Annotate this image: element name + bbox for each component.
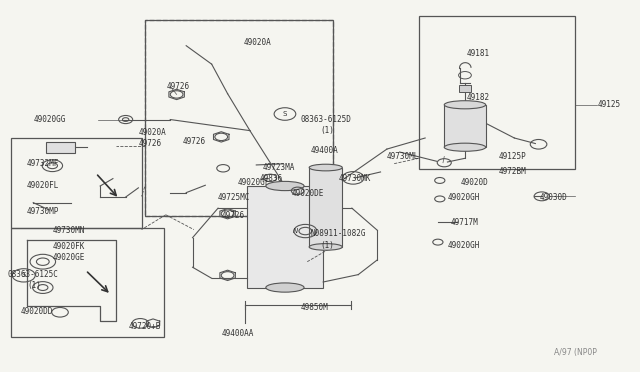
Text: 49020A: 49020A xyxy=(244,38,271,46)
Text: 49020A: 49020A xyxy=(138,128,166,137)
Text: 49730MN: 49730MN xyxy=(52,226,84,235)
Bar xyxy=(46,142,75,153)
Text: 49836: 49836 xyxy=(259,174,283,183)
Text: 49020FL: 49020FL xyxy=(27,182,60,190)
Text: 49850M: 49850M xyxy=(301,303,328,312)
Text: 49730ML: 49730ML xyxy=(387,152,419,161)
Text: 49125P: 49125P xyxy=(499,152,526,161)
Text: 08363-6125C: 08363-6125C xyxy=(8,270,59,279)
Text: 49726: 49726 xyxy=(167,82,190,91)
Bar xyxy=(145,20,333,215)
Text: 49730MK: 49730MK xyxy=(339,174,371,183)
Ellipse shape xyxy=(309,164,342,171)
Text: 49020GH: 49020GH xyxy=(447,241,480,250)
Text: 49020DE: 49020DE xyxy=(291,189,324,198)
Text: 49020D: 49020D xyxy=(460,178,488,187)
Text: 49726: 49726 xyxy=(221,211,244,220)
Ellipse shape xyxy=(266,283,304,292)
Bar xyxy=(11,228,164,337)
Text: 49182: 49182 xyxy=(467,93,490,102)
Text: 49725MC: 49725MC xyxy=(218,193,250,202)
Text: S: S xyxy=(283,111,287,117)
Ellipse shape xyxy=(444,101,486,109)
Text: (1): (1) xyxy=(27,281,41,290)
Bar xyxy=(246,186,323,288)
Text: (1): (1) xyxy=(320,126,334,135)
Text: 49020FK: 49020FK xyxy=(52,243,84,251)
Text: 4972BM: 4972BM xyxy=(499,167,526,176)
Text: 49720+B: 49720+B xyxy=(129,322,161,331)
Text: 49726: 49726 xyxy=(138,139,161,148)
Text: 49020GF: 49020GF xyxy=(237,178,269,187)
Text: 49726: 49726 xyxy=(183,137,206,146)
Text: 49717M: 49717M xyxy=(451,218,478,227)
Text: (1): (1) xyxy=(320,241,334,250)
Ellipse shape xyxy=(309,244,342,250)
Text: 49030D: 49030D xyxy=(540,193,568,202)
Text: 08363-6125D: 08363-6125D xyxy=(301,115,352,124)
Text: 49125: 49125 xyxy=(597,100,620,109)
Text: 49732MF: 49732MF xyxy=(27,159,60,169)
Text: 49723MA: 49723MA xyxy=(262,163,295,172)
Bar xyxy=(459,85,471,92)
Text: A/97 (NP0P: A/97 (NP0P xyxy=(554,347,597,357)
Text: 49020GE: 49020GE xyxy=(52,253,84,263)
Bar xyxy=(444,105,486,147)
Text: 49730MP: 49730MP xyxy=(27,207,60,217)
Text: 49020GG: 49020GG xyxy=(33,115,66,124)
Text: 49400A: 49400A xyxy=(310,147,338,155)
Text: 49181: 49181 xyxy=(467,49,490,58)
Bar xyxy=(145,20,333,215)
Bar xyxy=(309,167,342,247)
Bar xyxy=(11,138,141,228)
Text: N: N xyxy=(292,228,298,234)
Bar xyxy=(419,16,575,169)
Text: 49400AA: 49400AA xyxy=(221,329,253,338)
Text: 49020DD: 49020DD xyxy=(20,307,53,316)
Text: N08911-1082G: N08911-1082G xyxy=(310,230,366,238)
Text: S: S xyxy=(22,272,26,278)
Ellipse shape xyxy=(266,182,304,190)
Ellipse shape xyxy=(444,143,486,151)
Text: 49020GH: 49020GH xyxy=(447,193,480,202)
